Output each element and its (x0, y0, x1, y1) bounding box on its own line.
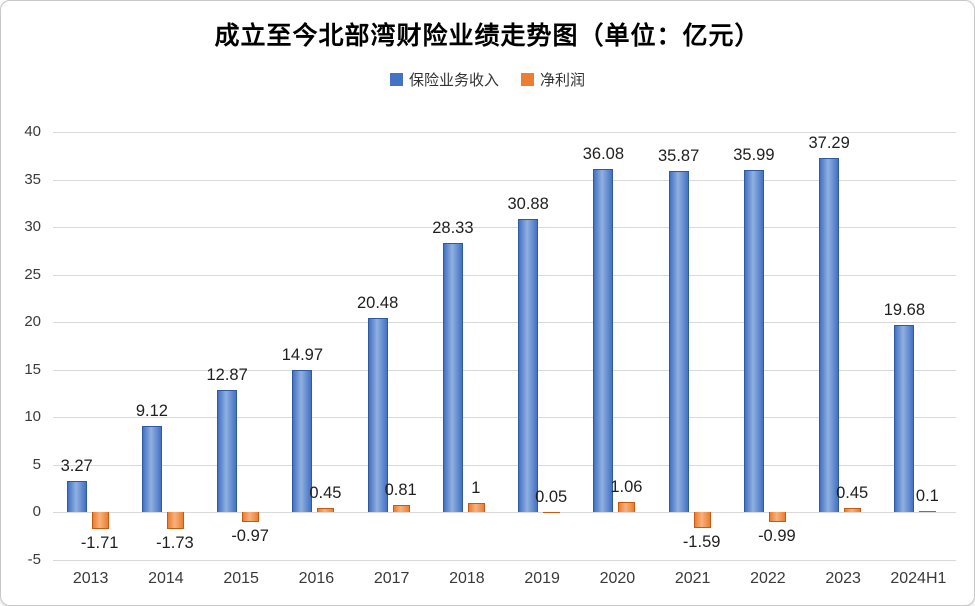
bar-value-label: 9.12 (135, 401, 168, 420)
x-axis-tick-label: 2017 (373, 570, 410, 587)
bar-income (743, 170, 764, 513)
x-axis-tick-label: 2020 (599, 570, 636, 587)
bar-value-label: 35.87 (657, 147, 700, 166)
bar-income (141, 425, 162, 513)
legend-swatch-profit-icon (521, 73, 534, 86)
bar-profit (768, 512, 786, 522)
grid-line (53, 179, 956, 181)
y-axis-tick-label: 10 (24, 408, 41, 426)
bar-profit (166, 512, 184, 529)
legend-label-profit: 净利润 (540, 72, 586, 89)
bar-profit (392, 504, 410, 513)
bar-value-label: 0.45 (836, 484, 869, 503)
y-axis-tick-label: 20 (24, 313, 41, 331)
x-axis-tick-label: 2015 (223, 570, 259, 587)
y-axis-tick-label: 25 (24, 265, 41, 283)
bar-profit (242, 512, 260, 522)
bar-value-label: 0.1 (915, 487, 939, 506)
grid-line (53, 417, 956, 419)
grid-line (53, 132, 956, 133)
bar-profit (317, 508, 335, 513)
y-axis-tick-label: -5 (27, 551, 41, 568)
grid-line (53, 464, 956, 466)
bar-profit (844, 508, 862, 513)
y-axis-tick-label: 15 (24, 360, 41, 378)
x-axis-tick-label: 2023 (825, 570, 861, 587)
bar-profit (919, 511, 937, 513)
bar-value-label: 0.45 (309, 484, 342, 503)
bar-value-label: 19.68 (883, 301, 926, 320)
x-axis-tick-label: 2022 (750, 570, 786, 587)
grid-line (53, 512, 956, 514)
bar-income (292, 370, 313, 513)
bar-income (367, 317, 388, 513)
x-axis-tick-label: 2024H1 (890, 570, 947, 587)
bar-income (518, 218, 539, 513)
bar-value-label: 36.08 (582, 145, 625, 164)
y-axis-tick-label: 35 (24, 170, 41, 188)
y-axis-tick-label: 30 (24, 218, 41, 236)
bar-value-label: -1.59 (682, 532, 721, 551)
bar-value-label: 35.99 (733, 146, 775, 165)
bar-value-label: 1.06 (610, 478, 643, 497)
bar-income (593, 169, 614, 513)
bar-value-label: -0.97 (231, 526, 269, 545)
bar-income (66, 481, 87, 513)
y-axis-tick-label: 40 (24, 123, 41, 140)
bar-value-label: 20.48 (356, 293, 399, 312)
bar-profit (91, 512, 109, 529)
x-axis-tick-label: 2021 (674, 570, 711, 587)
grid-line (53, 274, 956, 276)
plot-area: -5 0 5 10 15 20 25 30 35 40 2013 3.27 -1.71 2014 9.12 -… (1, 100, 974, 600)
bar-income (819, 157, 840, 513)
x-axis-tick-label: 2013 (72, 570, 109, 587)
bar-value-label: 0.05 (535, 487, 568, 506)
x-axis-tick-label: 2018 (449, 570, 485, 587)
bar-value-label: 30.88 (507, 194, 549, 213)
x-axis-tick-label: 2014 (148, 570, 184, 587)
bar-profit (467, 502, 485, 513)
grid-line (53, 322, 956, 324)
bar-value-label: 3.27 (60, 457, 93, 476)
grid-line (53, 369, 956, 371)
bar-value-label: 12.87 (206, 366, 248, 385)
grid-line (53, 227, 956, 229)
bar-value-label: 37.29 (808, 133, 850, 152)
x-axis-tick-label: 2016 (298, 570, 335, 587)
legend-item-profit: 净利润 (521, 69, 585, 90)
y-axis-tick-label: 5 (32, 455, 41, 473)
chart-legend: 保险业务收入 净利润 (1, 69, 974, 90)
bar-value-label: -0.99 (758, 526, 796, 545)
bar-value-label: 0.81 (384, 480, 417, 499)
bar-profit (618, 502, 636, 513)
bar-value-label: 14.97 (281, 346, 324, 365)
x-axis-tick-label: 2019 (524, 570, 560, 587)
y-axis-tick-label: 0 (32, 503, 41, 521)
bar-profit (693, 512, 711, 528)
legend-swatch-income-icon (389, 73, 403, 86)
bar-income (217, 390, 238, 513)
legend-item-income: 保险业务收入 (389, 69, 499, 90)
chart-title: 成立至今北部湾财险业绩走势图（单位：亿元） (214, 22, 761, 50)
bar-value-label: -1.73 (156, 533, 194, 552)
legend-label-income: 保险业务收入 (408, 72, 499, 89)
grid-line (53, 560, 956, 561)
bar-value-label: 1 (471, 478, 481, 497)
bar-profit (543, 511, 561, 513)
bar-value-label: -1.71 (80, 533, 119, 552)
bar-income (894, 325, 915, 513)
bar-value-label: 28.33 (432, 218, 474, 237)
bar-income (668, 171, 689, 513)
bar-income (442, 242, 463, 513)
